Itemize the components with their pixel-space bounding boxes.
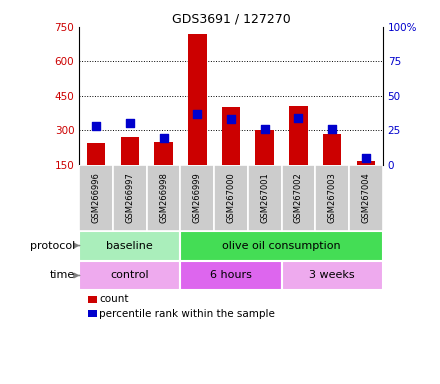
Bar xyxy=(180,165,214,230)
Bar xyxy=(282,260,383,290)
Point xyxy=(295,115,302,121)
Bar xyxy=(323,134,341,165)
Point xyxy=(329,126,336,132)
Bar xyxy=(357,161,375,165)
Bar xyxy=(222,107,240,165)
Point xyxy=(363,155,370,161)
Bar xyxy=(79,165,113,230)
Bar xyxy=(289,106,308,165)
Bar xyxy=(248,165,282,230)
Point xyxy=(261,126,268,132)
Bar xyxy=(147,165,180,230)
Bar xyxy=(180,260,282,290)
Text: 3 weeks: 3 weeks xyxy=(309,270,355,280)
Point xyxy=(160,136,167,142)
Point xyxy=(227,116,235,122)
Text: GSM266999: GSM266999 xyxy=(193,172,202,223)
Bar xyxy=(282,165,315,230)
Bar xyxy=(315,165,349,230)
Bar xyxy=(121,137,139,165)
Bar xyxy=(349,165,383,230)
Bar xyxy=(113,165,147,230)
Bar xyxy=(256,130,274,165)
Text: 6 hours: 6 hours xyxy=(210,270,252,280)
Bar xyxy=(188,34,206,165)
Text: control: control xyxy=(110,270,149,280)
Text: GSM266998: GSM266998 xyxy=(159,172,168,223)
Text: GSM267000: GSM267000 xyxy=(227,172,235,223)
Text: GSM267002: GSM267002 xyxy=(294,172,303,223)
Text: GSM267001: GSM267001 xyxy=(260,172,269,223)
Text: GSM266996: GSM266996 xyxy=(92,172,101,223)
Text: percentile rank within the sample: percentile rank within the sample xyxy=(99,309,275,319)
Text: protocol: protocol xyxy=(29,240,75,250)
Point xyxy=(92,123,99,129)
Point xyxy=(194,111,201,117)
Text: GSM266997: GSM266997 xyxy=(125,172,134,223)
Bar xyxy=(214,165,248,230)
Title: GDS3691 / 127270: GDS3691 / 127270 xyxy=(172,13,290,26)
Point xyxy=(126,120,133,126)
Text: GSM267003: GSM267003 xyxy=(328,172,337,223)
Bar xyxy=(79,260,180,290)
Text: count: count xyxy=(99,294,128,304)
Text: olive oil consumption: olive oil consumption xyxy=(222,240,341,250)
Text: baseline: baseline xyxy=(106,240,153,250)
Bar xyxy=(87,143,105,165)
Bar xyxy=(79,230,180,260)
Bar xyxy=(180,230,383,260)
Bar xyxy=(154,142,173,165)
Text: GSM267004: GSM267004 xyxy=(361,172,370,223)
Text: time: time xyxy=(50,270,75,280)
